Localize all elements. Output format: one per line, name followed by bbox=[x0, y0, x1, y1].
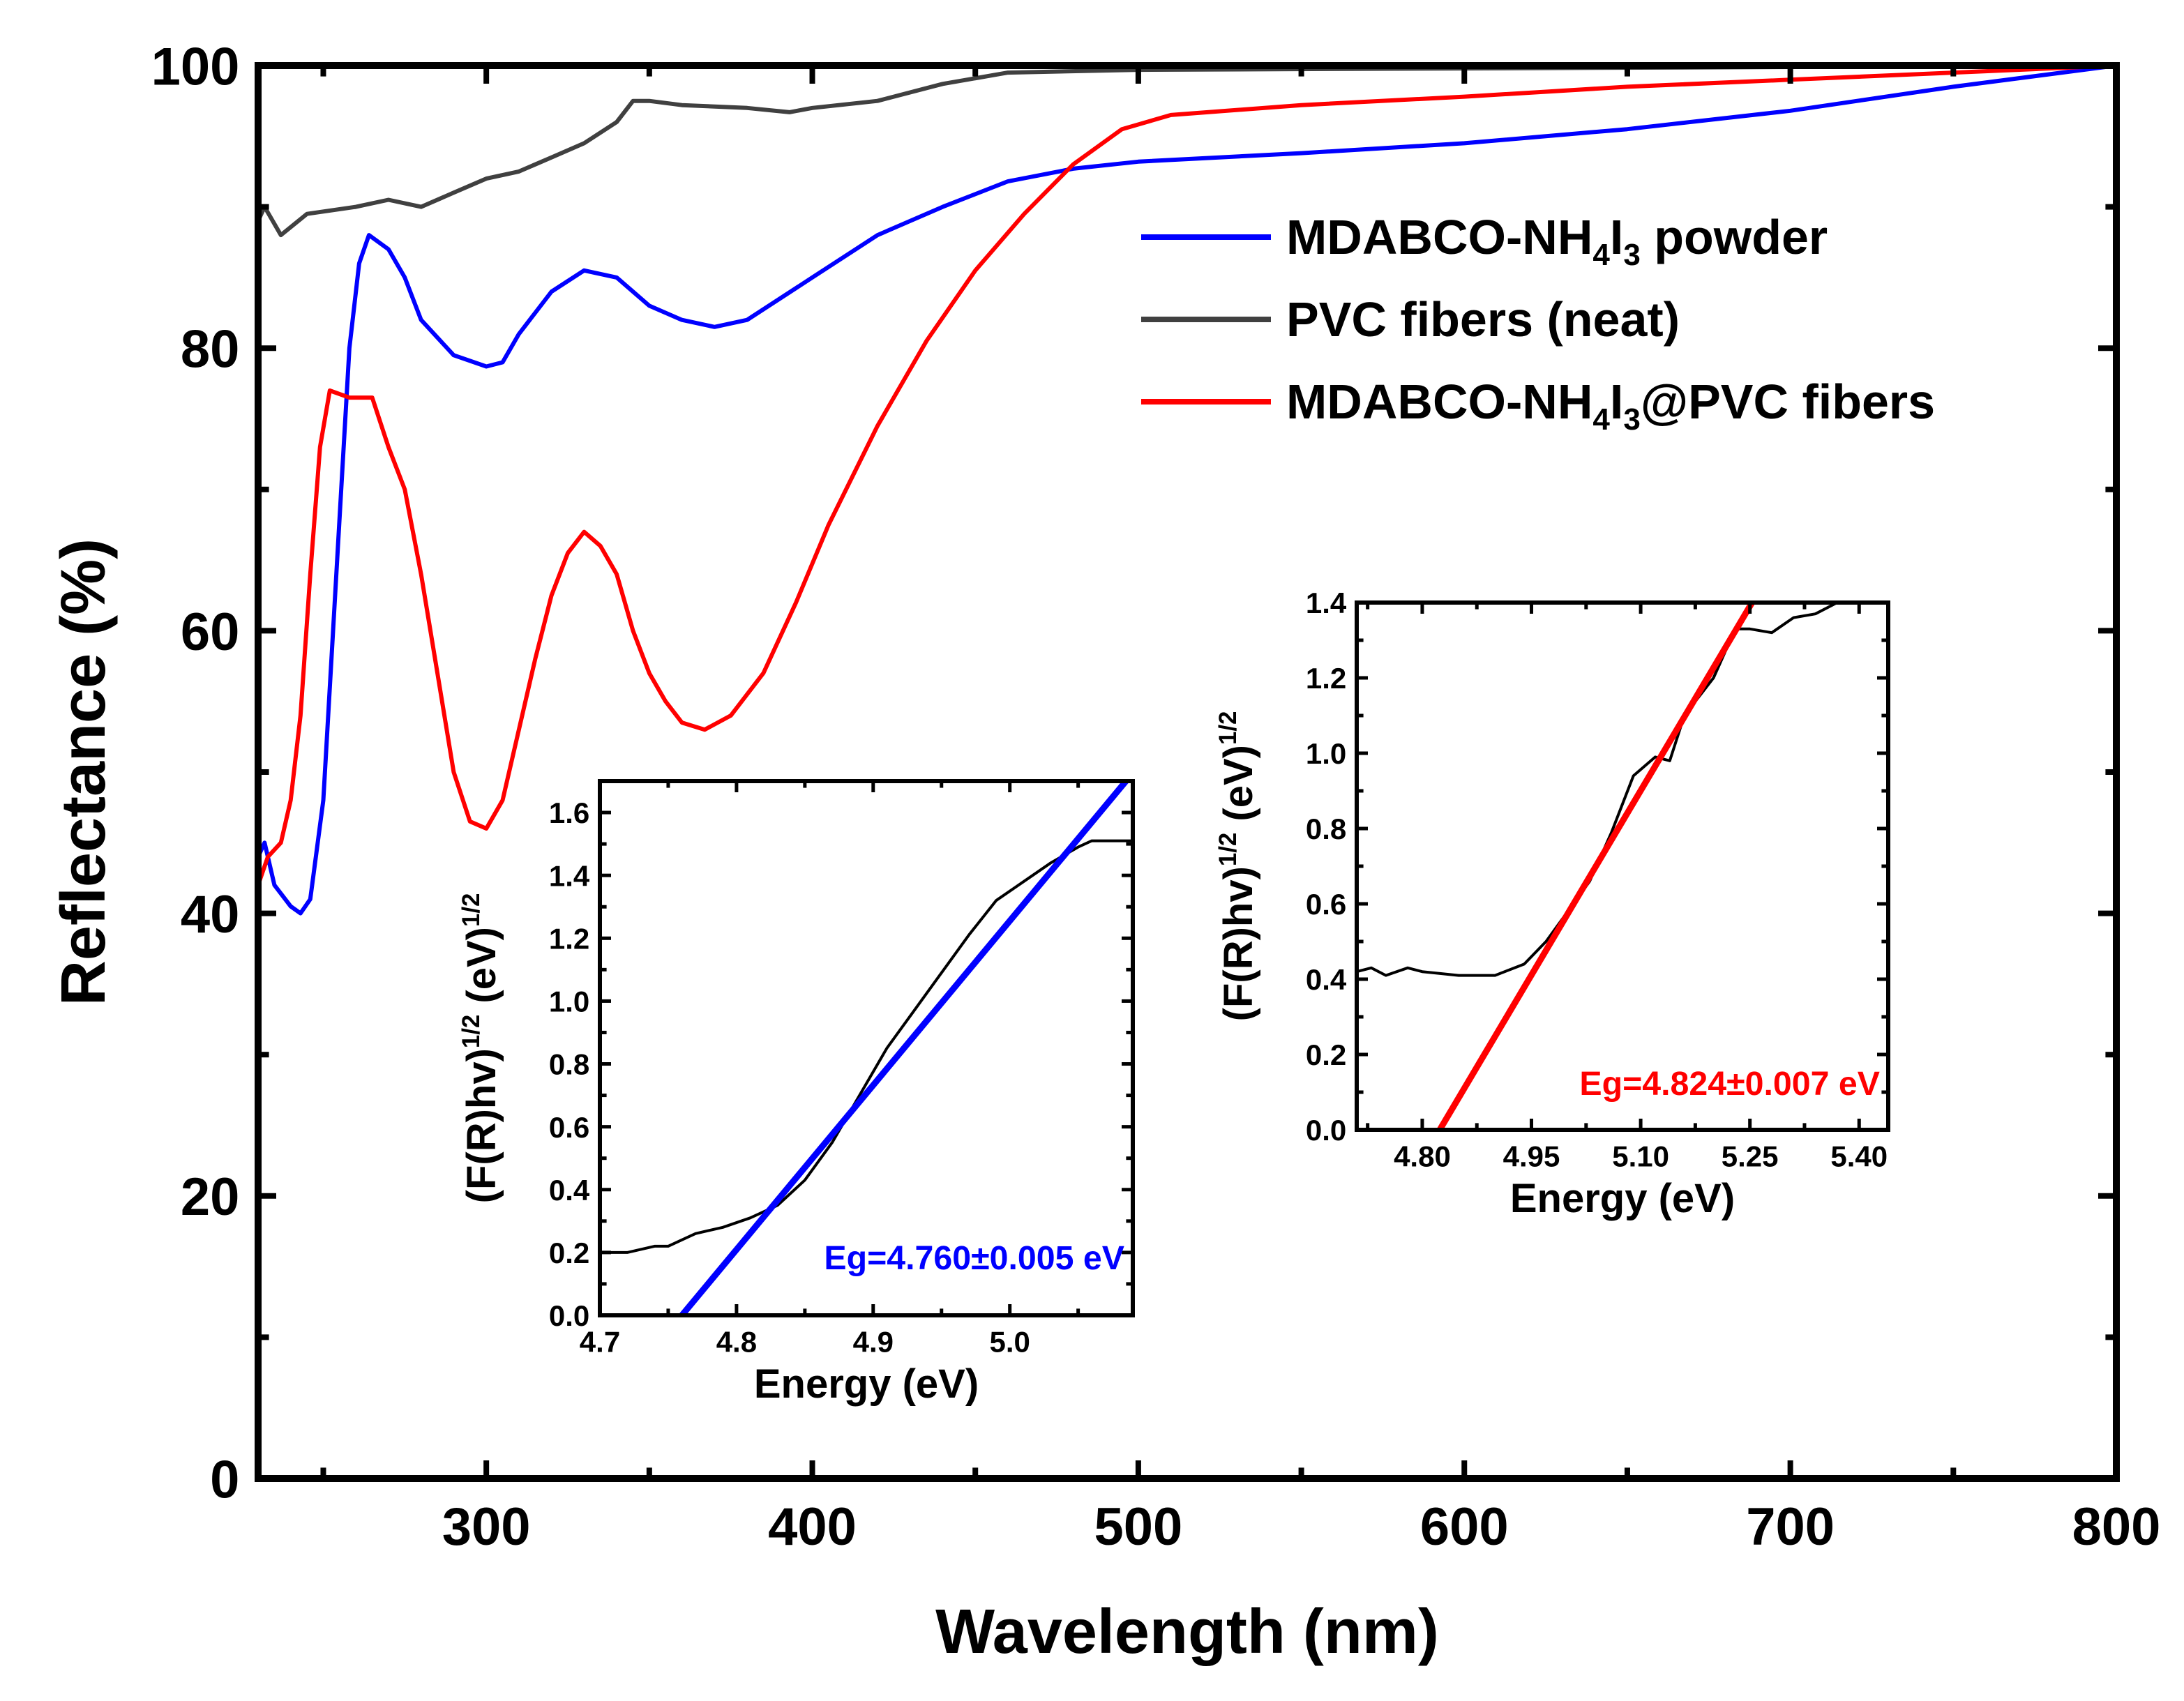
y-axis-label: (F(R)hv)1/2 (eV)1/2 bbox=[1214, 711, 1261, 1022]
main-plot: 300 400 500 600 700 800 0 20 40 60 80 100 Wavelength… bbox=[49, 37, 2160, 1667]
y-tick-label: 0.4 bbox=[549, 1174, 590, 1207]
y-tick-label: 0.0 bbox=[1306, 1114, 1346, 1147]
fit-line bbox=[1437, 603, 1755, 1130]
fit-line bbox=[679, 781, 1129, 1315]
y-axis-label: Reflectance (%) bbox=[49, 538, 119, 1006]
y-tick-label: 100 bbox=[151, 37, 240, 96]
y-tick-label: 60 bbox=[181, 603, 240, 662]
y-tick-label: 1.4 bbox=[549, 859, 590, 892]
plot-frame bbox=[598, 779, 1135, 1317]
x-tick-label: 5.40 bbox=[1830, 1140, 1888, 1173]
y-tick-label: 0.8 bbox=[549, 1048, 589, 1081]
y-tick-label: 0.8 bbox=[1306, 812, 1346, 845]
x-tick-label: 700 bbox=[1746, 1497, 1835, 1557]
y-tick-label: 20 bbox=[181, 1167, 240, 1227]
y-tick-label: 1.2 bbox=[549, 922, 589, 955]
legend-label: MDABCO-NH4I3@PVC fibers bbox=[1286, 375, 1935, 437]
y-tick-label: 40 bbox=[181, 885, 240, 944]
x-axis-label: Energy (eV) bbox=[1510, 1176, 1735, 1221]
legend-label: PVC fibers (neat) bbox=[1286, 292, 1680, 347]
series-line-1 bbox=[258, 66, 2116, 238]
y-tick-label: 0.2 bbox=[549, 1237, 589, 1269]
series-line-0 bbox=[600, 839, 1133, 1254]
y-tick-label: 1.2 bbox=[1306, 662, 1346, 695]
x-tick-label: 5.0 bbox=[989, 1326, 1030, 1359]
y-tick-label: 1.4 bbox=[1306, 587, 1347, 619]
inset-background bbox=[1357, 603, 1888, 1130]
y-tick-label: 0.6 bbox=[549, 1111, 589, 1144]
x-tick-label: 5.10 bbox=[1612, 1140, 1669, 1173]
x-tick-label: 500 bbox=[1094, 1497, 1182, 1557]
y-tick-label: 1.0 bbox=[1306, 737, 1346, 770]
series-line-2 bbox=[258, 66, 2116, 886]
x-tick-label: 800 bbox=[2072, 1497, 2161, 1557]
x-tick-label: 300 bbox=[442, 1497, 531, 1557]
series-line-0 bbox=[1357, 603, 1838, 977]
x-tick-label: 5.25 bbox=[1722, 1140, 1779, 1173]
y-tick-label: 1.0 bbox=[549, 985, 589, 1018]
y-tick-label: 0.2 bbox=[1306, 1038, 1346, 1071]
x-tick-label: 600 bbox=[1420, 1497, 1509, 1557]
x-tick-label: 4.7 bbox=[580, 1326, 620, 1359]
y-tick-label: 0.4 bbox=[1306, 963, 1347, 996]
x-tick-label: 4.80 bbox=[1394, 1140, 1451, 1173]
band-gap-annotation: Eg=4.824±0.007 eV bbox=[1579, 1065, 1880, 1103]
x-tick-label: 4.8 bbox=[716, 1326, 757, 1359]
band-gap-annotation: Eg=4.760±0.005 eV bbox=[824, 1239, 1124, 1277]
inset-powder-plot: 4.7 4.8 4.9 5.0 0.0 0.2 0.4 0.6 0.8 1.0 1.2 1.4 1.6 E… bbox=[458, 779, 1135, 1407]
y-tick-label: 0.6 bbox=[1306, 888, 1346, 921]
x-axis-label: Wavelength (nm) bbox=[935, 1597, 1439, 1667]
legend-label: MDABCO-NH4I3 powder bbox=[1286, 210, 1828, 272]
y-tick-label: 1.6 bbox=[549, 796, 589, 829]
inset-background bbox=[600, 781, 1133, 1315]
y-tick-label: 0.0 bbox=[549, 1299, 589, 1332]
y-axis-label: (F(R)hv)1/2 (eV)1/2 bbox=[458, 893, 504, 1204]
series-line-0 bbox=[258, 66, 2116, 916]
inset-fibers-plot: 4.80 4.95 5.10 5.25 5.40 0.0 0.2 0.4 0.6 0.8 1.0 1.… bbox=[1214, 587, 1890, 1221]
y-tick-label: 80 bbox=[181, 320, 240, 379]
legend: MDABCO-NH4I3 powder PVC fibers (neat) MDAB… bbox=[1141, 210, 1935, 437]
x-tick-label: 4.95 bbox=[1503, 1140, 1560, 1173]
x-tick-label: 4.9 bbox=[853, 1326, 894, 1359]
x-axis-label: Energy (eV) bbox=[754, 1361, 979, 1407]
y-tick-label: 0 bbox=[210, 1450, 239, 1509]
x-tick-label: 400 bbox=[768, 1497, 857, 1557]
